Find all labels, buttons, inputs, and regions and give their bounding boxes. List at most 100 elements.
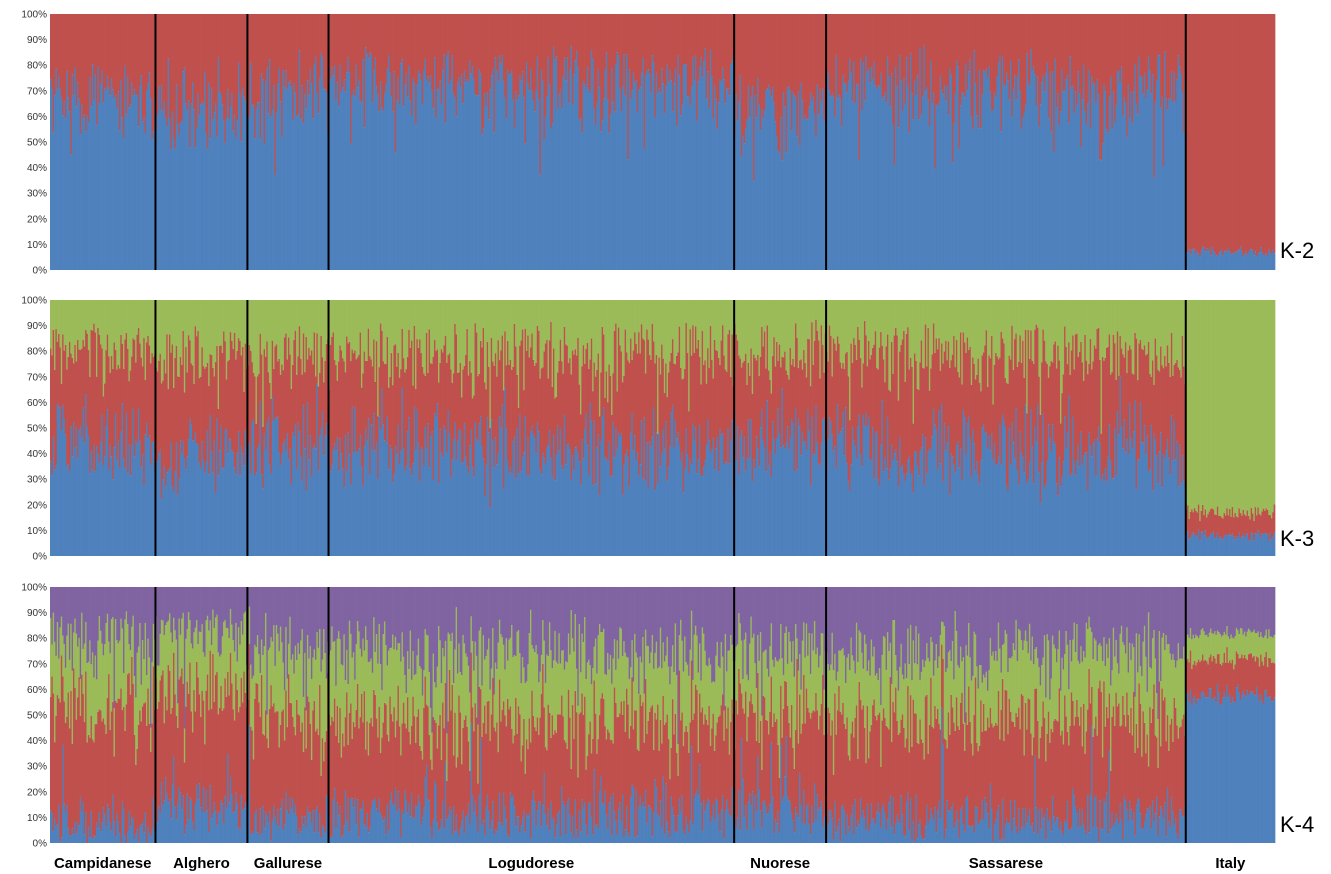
bar-segment xyxy=(1191,509,1193,535)
bar-segment xyxy=(1123,97,1126,271)
bar-segment xyxy=(306,14,309,81)
bar-segment xyxy=(972,128,974,270)
bar-segment xyxy=(289,354,292,449)
bar-segment xyxy=(766,88,769,270)
bar-segment xyxy=(294,300,297,331)
bar-segment xyxy=(493,14,496,133)
bar-segment xyxy=(1242,14,1245,257)
bar-segment xyxy=(97,711,100,829)
bar-segment xyxy=(308,14,310,96)
bar-segment xyxy=(932,323,935,410)
bar-segment xyxy=(1062,374,1065,462)
bar-segment xyxy=(321,57,324,271)
bar-segment xyxy=(671,339,674,406)
bar-segment xyxy=(1130,92,1133,270)
bar-segment xyxy=(1250,532,1253,556)
bar-segment xyxy=(212,472,214,556)
bar-segment xyxy=(920,300,923,341)
bar-segment xyxy=(244,430,247,556)
bar-segment xyxy=(500,350,502,428)
bar-segment xyxy=(332,332,335,449)
bar-segment xyxy=(90,664,93,716)
bar-segment xyxy=(152,131,155,270)
bar-segment xyxy=(613,457,616,556)
bar-segment xyxy=(219,345,221,451)
bar-segment xyxy=(665,86,667,271)
bar-segment xyxy=(730,376,732,441)
bar-segment xyxy=(862,300,865,364)
bar-segment xyxy=(1068,342,1070,397)
bar-segment xyxy=(255,300,258,424)
bar-segment xyxy=(912,300,915,424)
bar-segment xyxy=(466,300,469,329)
bar-segment xyxy=(959,300,962,333)
bar-segment xyxy=(594,14,597,125)
bar-segment xyxy=(1066,14,1069,76)
bar-segment xyxy=(1143,14,1146,74)
bar-segment xyxy=(127,587,129,625)
bar-segment xyxy=(325,14,328,93)
bar-segment xyxy=(270,399,273,474)
bar-segment xyxy=(608,364,611,442)
bar-segment xyxy=(1035,106,1038,270)
bar-segment xyxy=(1238,300,1241,509)
bar-segment xyxy=(300,14,302,119)
bar-segment xyxy=(415,450,417,556)
bar-segment xyxy=(156,587,159,666)
bar-segment xyxy=(845,407,847,556)
bar-segment xyxy=(1103,83,1105,271)
bar-segment xyxy=(63,701,66,804)
bar-segment xyxy=(371,14,374,103)
bar-segment xyxy=(484,300,486,383)
bar-segment xyxy=(996,356,999,465)
bar-segment xyxy=(254,138,256,270)
bar-segment xyxy=(809,92,812,270)
bar-segment xyxy=(739,435,742,556)
bar-segment xyxy=(1069,300,1072,375)
bar-segment xyxy=(423,300,425,374)
bar-segment xyxy=(1081,300,1084,363)
bar-segment xyxy=(532,100,535,270)
bar-segment xyxy=(1270,300,1273,519)
bar-segment xyxy=(116,813,118,843)
bar-segment xyxy=(738,14,740,102)
bar-segment xyxy=(688,14,690,96)
bar-segment xyxy=(243,465,246,556)
bar-segment xyxy=(408,300,411,330)
bar-segment xyxy=(782,445,785,556)
bar-segment xyxy=(582,458,585,556)
bar-segment xyxy=(194,432,197,556)
bar-segment xyxy=(1249,14,1252,250)
bar-segment xyxy=(217,57,220,271)
bar-segment xyxy=(474,14,477,94)
bar-segment xyxy=(420,353,423,448)
bar-segment xyxy=(1030,14,1032,49)
bar-segment xyxy=(631,300,634,360)
bar-segment xyxy=(1114,343,1116,429)
bar-segment xyxy=(751,393,754,482)
bar-segment xyxy=(459,363,462,431)
bar-segment xyxy=(909,14,912,54)
bar-segment xyxy=(186,300,189,373)
bar-segment xyxy=(102,807,105,843)
bar-segment xyxy=(550,457,552,556)
bar-segment xyxy=(63,587,66,645)
bar-segment xyxy=(874,85,877,270)
bar-segment xyxy=(1011,116,1014,270)
bar-segment xyxy=(953,123,955,271)
bar-segment xyxy=(409,14,412,101)
bar-segment xyxy=(1219,515,1222,537)
bar-segment xyxy=(928,447,931,556)
bar-segment xyxy=(141,14,144,122)
bar-segment xyxy=(566,444,569,556)
bar-segment xyxy=(1019,431,1022,556)
bar-segment xyxy=(274,417,277,556)
bar-segment xyxy=(160,85,163,270)
bar-segment xyxy=(494,14,497,58)
bar-segment xyxy=(227,89,229,271)
bar-segment xyxy=(504,14,506,98)
bar-segment xyxy=(743,14,746,144)
bar-segment xyxy=(159,587,162,634)
bar-segment xyxy=(162,479,164,556)
bar-segment xyxy=(795,408,797,556)
